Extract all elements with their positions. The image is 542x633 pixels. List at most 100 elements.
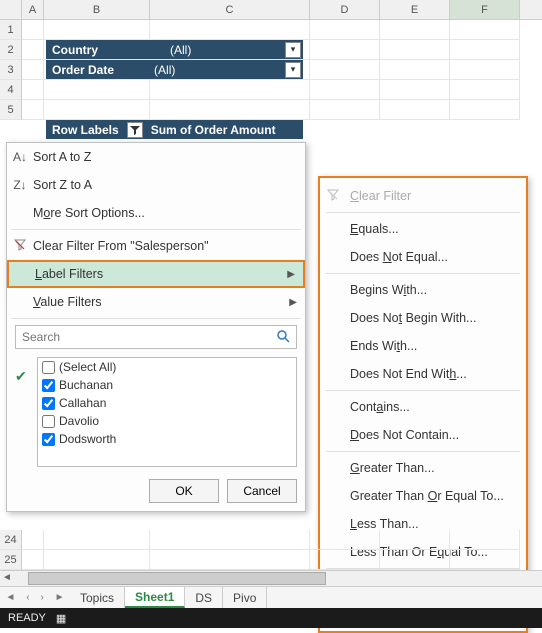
submenu-clear-filter: Clear Filter xyxy=(320,182,526,210)
row-header-25[interactable]: 25 xyxy=(0,550,22,570)
row-header-24[interactable]: 24 xyxy=(0,530,22,550)
submenu-label: Contains... xyxy=(350,400,410,414)
list-item-label: Buchanan xyxy=(59,378,113,392)
submenu-gte[interactable]: Greater Than Or Equal To... xyxy=(320,482,526,510)
list-item-label: Dodsworth xyxy=(59,432,116,446)
sort-az-icon: A↓ xyxy=(11,150,29,164)
sheet-tab-bar: ◄ ‹ › ► Topics Sheet1 DS Pivo xyxy=(0,586,542,608)
submenu-label: Does Not Contain... xyxy=(350,428,459,442)
submenu-ends-with[interactable]: Ends With... xyxy=(320,332,526,360)
checkbox-item[interactable] xyxy=(42,415,55,428)
menu-clear-filter-label: Clear Filter From "Salesperson" xyxy=(33,239,209,253)
tab-next-icon[interactable]: › xyxy=(40,592,43,603)
pivot-row-labels-filter-button[interactable] xyxy=(127,122,143,138)
list-item[interactable]: (Select All) xyxy=(38,358,296,376)
ok-button[interactable]: OK xyxy=(149,479,219,503)
scroll-left-icon[interactable]: ◄ xyxy=(0,571,14,586)
menu-more-sort[interactable]: More Sort Options... xyxy=(7,199,305,227)
tab-last-icon[interactable]: ► xyxy=(55,592,65,603)
tab-pivot[interactable]: Pivo xyxy=(223,587,267,608)
col-header-b[interactable]: B xyxy=(44,0,150,19)
menu-sort-az[interactable]: A↓ Sort A to Z xyxy=(7,143,305,171)
submenu-greater-than[interactable]: Greater Than... xyxy=(320,454,526,482)
list-item-label: Davolio xyxy=(59,414,99,428)
checkbox-item[interactable] xyxy=(42,397,55,410)
submenu-not-equal[interactable]: Does Not Equal... xyxy=(320,243,526,271)
slicer-orderdate: Order Date (All) ▾ xyxy=(46,60,303,79)
menu-label-filters[interactable]: Label Filters ▶ xyxy=(7,260,305,288)
submenu-arrow-icon: ▶ xyxy=(287,269,295,280)
submenu-label: Begins With... xyxy=(350,283,427,297)
select-all-corner[interactable] xyxy=(0,0,22,19)
menu-more-sort-label: More Sort Options... xyxy=(33,206,145,220)
slicer-orderdate-label: Order Date xyxy=(46,63,120,77)
menu-sort-za-label: Sort Z to A xyxy=(33,178,92,192)
list-item-label: (Select All) xyxy=(59,360,116,374)
submenu-label: Less Than... xyxy=(350,517,419,531)
tab-topics[interactable]: Topics xyxy=(70,587,125,608)
submenu-begins-with[interactable]: Begins With... xyxy=(320,276,526,304)
scroll-thumb[interactable] xyxy=(28,572,326,585)
horizontal-scrollbar[interactable]: ◄ xyxy=(0,570,542,586)
list-item[interactable]: Dodsworth xyxy=(38,430,296,448)
check-icon: ✔ xyxy=(15,368,27,385)
submenu-label: Ends With... xyxy=(350,339,417,353)
col-header-f[interactable]: F xyxy=(450,0,520,19)
col-header-a[interactable]: A xyxy=(22,0,44,19)
checkbox-item[interactable] xyxy=(42,379,55,392)
list-item[interactable]: Davolio xyxy=(38,412,296,430)
row-header-5[interactable]: 5 xyxy=(0,100,22,120)
row-header-1[interactable]: 1 xyxy=(0,20,22,40)
menu-search-row xyxy=(7,321,305,353)
row-header-2[interactable]: 2 xyxy=(0,40,22,60)
status-bar: READY ▦ xyxy=(0,608,542,628)
list-item[interactable]: Callahan xyxy=(38,394,296,412)
checkbox-select-all[interactable] xyxy=(42,361,55,374)
submenu-arrow-icon: ▶ xyxy=(289,297,297,308)
col-header-d[interactable]: D xyxy=(310,0,380,19)
clear-filter-icon xyxy=(11,238,29,255)
tab-prev-icon[interactable]: ‹ xyxy=(26,592,29,603)
tab-sheet1[interactable]: Sheet1 xyxy=(125,587,185,608)
status-text: READY xyxy=(8,612,46,624)
row-header-4[interactable]: 4 xyxy=(0,80,22,100)
submenu-label: Greater Than... xyxy=(350,461,435,475)
slicer-orderdate-value: (All) xyxy=(148,63,181,77)
col-header-c[interactable]: C xyxy=(150,0,310,19)
slicer-orderdate-dropdown[interactable]: ▾ xyxy=(285,62,301,78)
tab-scroller[interactable]: ◄ ‹ › ► xyxy=(0,592,70,603)
list-item[interactable]: Buchanan xyxy=(38,376,296,394)
col-header-e[interactable]: E xyxy=(380,0,450,19)
submenu-equals[interactable]: Equals... xyxy=(320,215,526,243)
submenu-label: Does Not End With... xyxy=(350,367,467,381)
row-header-3[interactable]: 3 xyxy=(0,60,22,80)
pivot-header-row: Row Labels Sum of Order Amount xyxy=(46,120,303,139)
submenu-separator xyxy=(326,390,520,391)
menu-sort-za[interactable]: Z↓ Sort Z to A xyxy=(7,171,305,199)
checkbox-item[interactable] xyxy=(42,433,55,446)
submenu-not-contain[interactable]: Does Not Contain... xyxy=(320,421,526,449)
tab-first-icon[interactable]: ◄ xyxy=(5,592,15,603)
search-input[interactable] xyxy=(16,330,270,344)
search-icon[interactable] xyxy=(270,329,296,346)
submenu-label: Equals... xyxy=(350,222,399,236)
submenu-contains[interactable]: Contains... xyxy=(320,393,526,421)
menu-value-filters[interactable]: Value Filters ▶ xyxy=(7,288,305,316)
filter-item-list[interactable]: (Select All) Buchanan Callahan Davolio D… xyxy=(37,357,297,467)
menu-label-filters-label: Label Filters xyxy=(35,267,103,281)
submenu-separator xyxy=(326,212,520,213)
submenu-label: Does Not Begin With... xyxy=(350,311,476,325)
submenu-not-begin-with[interactable]: Does Not Begin With... xyxy=(320,304,526,332)
list-item-label: Callahan xyxy=(59,396,106,410)
macro-record-icon[interactable]: ▦ xyxy=(56,612,66,625)
menu-clear-filter[interactable]: Clear Filter From "Salesperson" xyxy=(7,232,305,260)
submenu-label: Does Not Equal... xyxy=(350,250,448,264)
menu-separator xyxy=(11,229,301,230)
menu-separator xyxy=(11,318,301,319)
cancel-button[interactable]: Cancel xyxy=(227,479,297,503)
tab-ds[interactable]: DS xyxy=(185,587,223,608)
grid-body: 1 2 3 4 5 Country (All) ▾ Order Date (Al… xyxy=(0,20,542,120)
menu-button-row: OK Cancel xyxy=(7,471,305,511)
submenu-not-end-with[interactable]: Does Not End With... xyxy=(320,360,526,388)
slicer-country-dropdown[interactable]: ▾ xyxy=(285,42,301,58)
